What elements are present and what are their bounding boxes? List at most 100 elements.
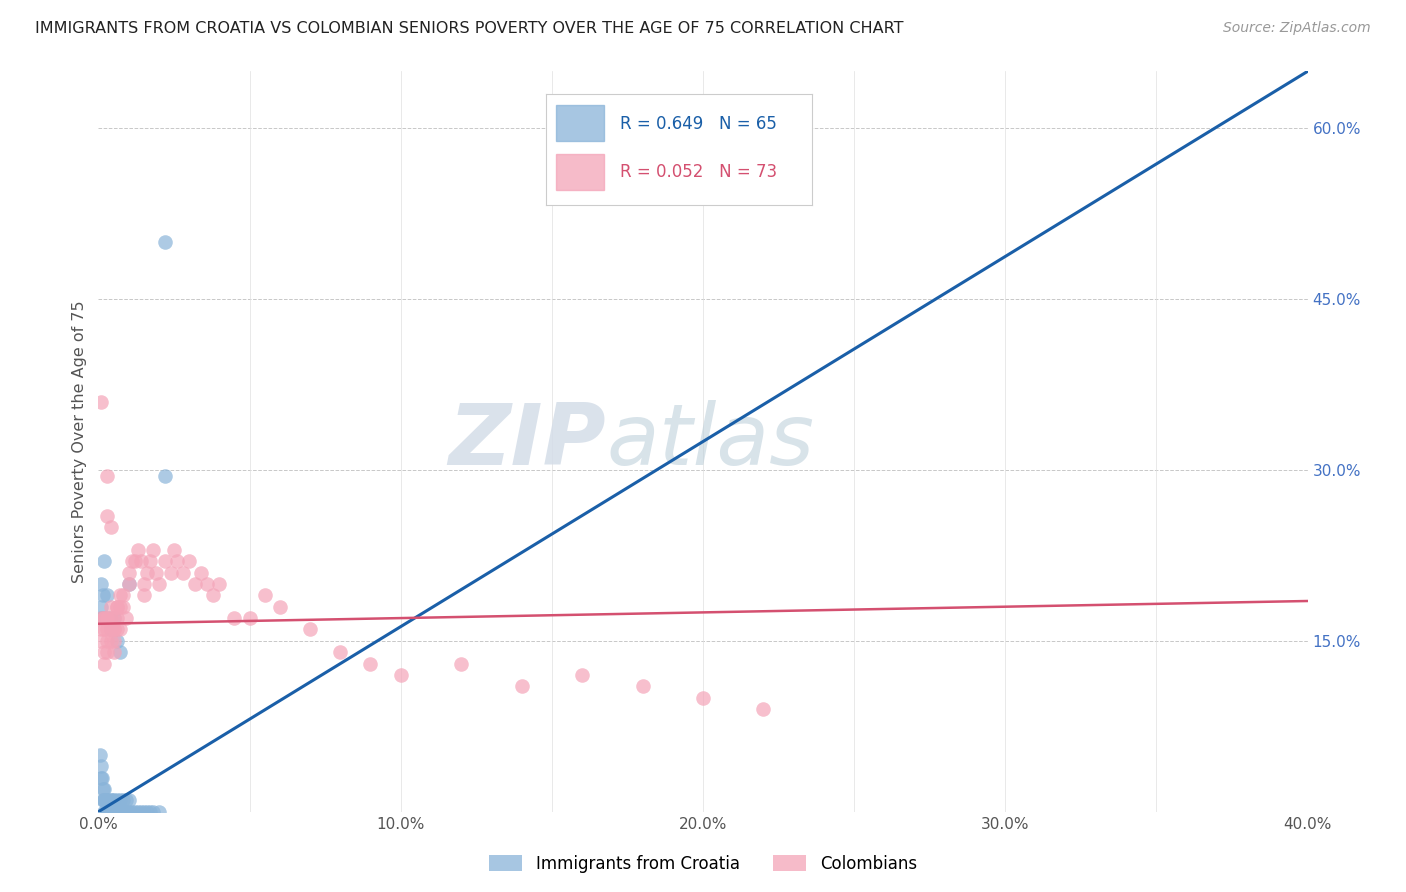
- Point: [105, 623, 128, 637]
- Point: [269, 599, 291, 614]
- Point: [105, 805, 128, 819]
- Point: [179, 554, 201, 568]
- Point: [94, 793, 117, 807]
- Text: Source: ZipAtlas.com: Source: ZipAtlas.com: [1223, 21, 1371, 35]
- Point: [93, 793, 115, 807]
- Point: [98, 805, 121, 819]
- Point: [94, 805, 117, 819]
- Point: [96, 793, 118, 807]
- Point: [190, 566, 212, 580]
- Point: [96, 645, 118, 659]
- Point: [93, 793, 115, 807]
- Point: [96, 623, 118, 637]
- Point: [91, 781, 114, 796]
- Point: [142, 542, 165, 557]
- Point: [100, 623, 122, 637]
- Point: [329, 645, 352, 659]
- Point: [108, 645, 131, 659]
- Point: [108, 805, 131, 819]
- Point: [96, 805, 118, 819]
- Point: [184, 577, 207, 591]
- Point: [90, 759, 112, 773]
- Point: [100, 633, 122, 648]
- Point: [148, 577, 170, 591]
- Point: [91, 588, 114, 602]
- Point: [90, 394, 112, 409]
- Point: [93, 554, 115, 568]
- Point: [114, 793, 136, 807]
- Y-axis label: Seniors Poverty Over the Age of 75: Seniors Poverty Over the Age of 75: [72, 301, 87, 582]
- Point: [153, 235, 176, 250]
- Point: [692, 690, 714, 705]
- Point: [105, 599, 128, 614]
- Point: [110, 805, 132, 819]
- Point: [153, 468, 176, 483]
- Point: [108, 588, 131, 602]
- Point: [108, 623, 131, 637]
- Point: [299, 623, 322, 637]
- Point: [103, 623, 125, 637]
- Point: [93, 611, 115, 625]
- Point: [103, 611, 125, 625]
- Point: [124, 554, 146, 568]
- Point: [752, 702, 775, 716]
- Point: [103, 645, 125, 659]
- Point: [114, 805, 136, 819]
- Point: [107, 805, 129, 819]
- Point: [105, 633, 128, 648]
- Point: [139, 805, 162, 819]
- Point: [135, 566, 157, 580]
- Point: [163, 542, 186, 557]
- Text: IMMIGRANTS FROM CROATIA VS COLOMBIAN SENIORS POVERTY OVER THE AGE OF 75 CORRELAT: IMMIGRANTS FROM CROATIA VS COLOMBIAN SEN…: [35, 21, 904, 36]
- Point: [132, 577, 155, 591]
- Point: [118, 577, 141, 591]
- Point: [108, 793, 131, 807]
- Point: [96, 611, 118, 625]
- Point: [103, 805, 125, 819]
- Point: [103, 633, 125, 648]
- Point: [127, 542, 149, 557]
- Point: [96, 588, 118, 602]
- Point: [90, 771, 112, 785]
- Point: [571, 668, 593, 682]
- Point: [450, 657, 472, 671]
- Point: [96, 508, 118, 523]
- Point: [90, 623, 112, 637]
- Point: [91, 771, 114, 785]
- Point: [111, 588, 134, 602]
- Point: [97, 805, 120, 819]
- Point: [118, 805, 141, 819]
- Point: [96, 793, 118, 807]
- Point: [100, 520, 122, 534]
- Point: [100, 805, 122, 819]
- Point: [108, 805, 131, 819]
- Point: [160, 566, 183, 580]
- Point: [90, 611, 112, 625]
- Point: [253, 588, 276, 602]
- Point: [108, 599, 131, 614]
- Point: [103, 793, 125, 807]
- Point: [100, 623, 122, 637]
- Point: [127, 805, 149, 819]
- Point: [111, 599, 134, 614]
- Point: [103, 805, 125, 819]
- Point: [148, 805, 170, 819]
- Point: [195, 577, 218, 591]
- Point: [101, 793, 124, 807]
- Point: [100, 805, 122, 819]
- Point: [172, 566, 194, 580]
- Point: [93, 645, 115, 659]
- Point: [114, 611, 136, 625]
- Point: [208, 577, 231, 591]
- Point: [631, 680, 654, 694]
- Legend: Immigrants from Croatia, Colombians: Immigrants from Croatia, Colombians: [482, 848, 924, 880]
- Point: [132, 805, 155, 819]
- Point: [132, 588, 155, 602]
- Point: [96, 633, 118, 648]
- Point: [90, 611, 112, 625]
- Text: atlas: atlas: [606, 400, 814, 483]
- Point: [135, 805, 157, 819]
- Point: [139, 554, 162, 568]
- Point: [90, 599, 112, 614]
- Point: [89, 747, 111, 762]
